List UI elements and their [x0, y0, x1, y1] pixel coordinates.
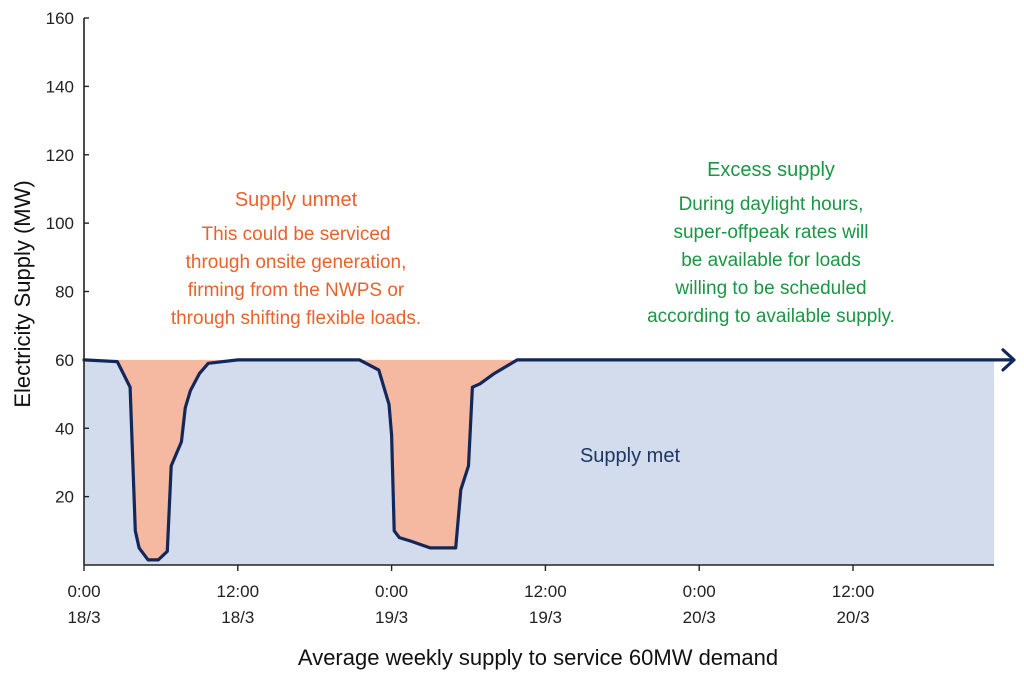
supply-line	[82, 358, 996, 562]
y-tick-label: 60	[55, 351, 74, 370]
supply-met-label: Supply met	[580, 445, 680, 467]
unmet-annotation: Supply unmet This could be serviced thro…	[171, 189, 421, 329]
excess-line: willing to be scheduled	[674, 278, 866, 299]
excess-line: according to available supply.	[647, 306, 895, 327]
x-tick-time: 0:00	[683, 582, 716, 601]
x-tick-time: 0:00	[67, 582, 100, 601]
y-tick-label: 160	[46, 9, 74, 28]
unmet-line: firming from the NWPS or	[188, 280, 405, 301]
supply-arrowhead	[1001, 348, 1016, 372]
unmet-line: through shifting flexible loads.	[171, 308, 421, 329]
excess-line: During daylight hours,	[679, 194, 864, 215]
excess-title: Excess supply	[707, 159, 835, 181]
x-tick-date: 19/3	[529, 608, 562, 627]
x-tick-date: 18/3	[221, 608, 254, 627]
unmet-title: Supply unmet	[235, 189, 358, 211]
x-tick-time: 0:00	[375, 582, 408, 601]
y-tick-label: 80	[55, 283, 74, 302]
x-tick-date: 20/3	[683, 608, 716, 627]
x-tick-date: 19/3	[375, 608, 408, 627]
y-tick-label: 20	[55, 488, 74, 507]
x-tick-date: 20/3	[836, 608, 869, 627]
y-tick-label: 120	[46, 146, 74, 165]
y-tick-label: 140	[46, 77, 74, 96]
unmet-line: through onsite generation,	[186, 252, 407, 273]
x-tick-time: 12:00	[524, 582, 567, 601]
x-tick-time: 12:00	[217, 582, 260, 601]
y-tick-label: 40	[55, 419, 74, 438]
excess-annotation: Excess supply During daylight hours, sup…	[647, 159, 895, 327]
excess-line: super-offpeak rates will	[673, 222, 868, 243]
x-tick-date: 18/3	[67, 608, 100, 627]
x-axis-title: Average weekly supply to service 60MW de…	[298, 645, 778, 670]
x-tick-time: 12:00	[832, 582, 875, 601]
supply-met-area	[84, 359, 994, 565]
chart-areas	[82, 348, 1016, 565]
y-tick-label: 100	[46, 214, 74, 233]
unmet-line: This could be serviced	[201, 224, 390, 245]
excess-line: be available for loads	[681, 250, 861, 271]
chart-ticks: 160 140 120 100 80 60 40 20 0:00 18/3 12:00 18/3 0:0…	[46, 9, 875, 627]
y-axis-title: Electricity Supply (MW)	[10, 180, 35, 407]
